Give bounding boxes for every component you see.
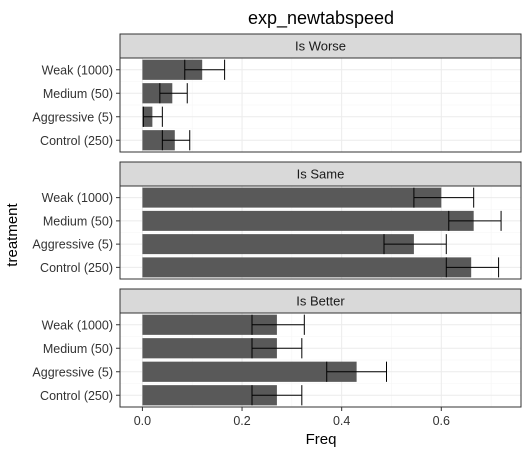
bar [142,314,277,335]
facet-strip-label: Is Better [296,294,345,309]
y-tick-label: Control (250) [40,261,113,275]
panel-border [119,312,522,408]
facet-strip [119,161,522,187]
facet-strip-label: Is Same [297,167,345,182]
bar [142,59,203,80]
facet-panel: Weak (1000) Medium (50) Aggressive (5) Cont… [32,288,522,408]
y-tick-label: Medium (50) [43,87,113,101]
chart-title: exp_newtabspeed [248,8,394,29]
bar [142,338,277,359]
bar [142,234,414,255]
bar [142,130,175,151]
bar [142,257,472,278]
y-tick-label: Aggressive (5) [32,238,113,252]
y-tick-label: Weak (1000) [42,318,113,332]
y-tick-label: Control (250) [40,389,113,403]
x-axis: 0.0 0.2 0.4 0.6 [134,407,450,428]
x-tick-label: 0.6 [433,414,450,428]
y-tick-label: Weak (1000) [42,191,113,205]
x-tick-label: 0.4 [333,414,350,428]
x-axis-title: Freq [306,431,337,448]
y-tick-label: Aggressive (5) [32,365,113,379]
bar [142,361,357,382]
x-tick-label: 0.0 [134,414,151,428]
facet-strip-label: Is Worse [295,39,346,54]
y-tick-label: Medium (50) [43,342,113,356]
y-tick-label: Medium (50) [43,214,113,228]
x-tick-label: 0.2 [233,414,250,428]
panel-border [119,185,522,280]
y-tick-label: Control (250) [40,134,113,148]
facet-panels: Weak (1000) Medium (50) Aggressive (5) Cont… [32,33,522,408]
facet-panel: Weak (1000) Medium (50) Aggressive (5) Cont… [32,33,522,153]
facet-strip [119,33,522,59]
y-tick-label: Aggressive (5) [32,110,113,124]
y-tick-label: Weak (1000) [42,63,113,77]
panel-border [119,57,522,153]
facet-panel: Weak (1000) Medium (50) Aggressive (5) Cont… [32,161,522,280]
bar [142,83,173,104]
bar [142,187,442,208]
y-axis-title: treatment [4,202,21,266]
bar [142,385,277,406]
facet-strip [119,288,522,314]
bar [142,210,474,231]
